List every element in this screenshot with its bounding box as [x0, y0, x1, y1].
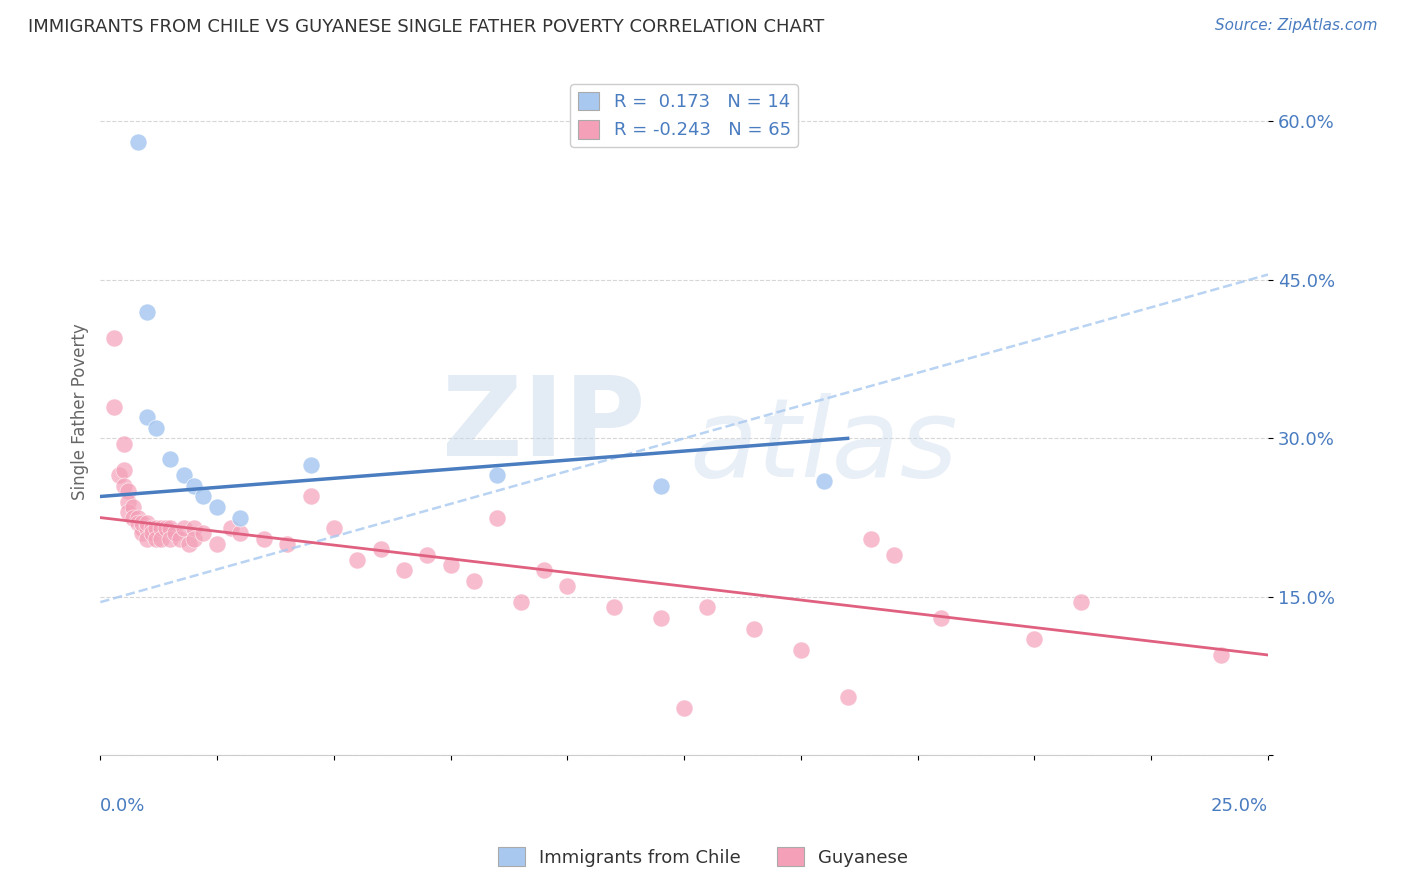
Point — [103, 331, 125, 345]
Point — [650, 611, 672, 625]
Point — [603, 600, 626, 615]
Point — [136, 521, 159, 535]
Legend: Immigrants from Chile, Guyanese: Immigrants from Chile, Guyanese — [491, 840, 915, 874]
Point — [183, 532, 205, 546]
Point — [108, 468, 131, 483]
Point — [1024, 632, 1046, 646]
Point — [229, 526, 252, 541]
Point — [150, 521, 173, 535]
Point — [696, 600, 718, 615]
Point — [1211, 648, 1233, 662]
Point — [141, 526, 163, 541]
Point — [127, 136, 149, 150]
Text: IMMIGRANTS FROM CHILE VS GUYANESE SINGLE FATHER POVERTY CORRELATION CHART: IMMIGRANTS FROM CHILE VS GUYANESE SINGLE… — [28, 18, 824, 36]
Point — [117, 495, 139, 509]
Point — [790, 642, 813, 657]
Point — [650, 479, 672, 493]
Point — [392, 563, 415, 577]
Point — [533, 563, 555, 577]
Text: ZIP: ZIP — [443, 372, 645, 479]
Point — [145, 521, 167, 535]
Point — [322, 521, 344, 535]
Legend: R =  0.173   N = 14, R = -0.243   N = 65: R = 0.173 N = 14, R = -0.243 N = 65 — [571, 85, 799, 146]
Point — [136, 410, 159, 425]
Point — [131, 521, 153, 535]
Point — [112, 463, 135, 477]
Point — [122, 500, 145, 514]
Point — [463, 574, 485, 588]
Point — [813, 474, 835, 488]
Text: 0.0%: 0.0% — [100, 797, 146, 814]
Point — [141, 521, 163, 535]
Point — [673, 700, 696, 714]
Y-axis label: Single Father Poverty: Single Father Poverty — [72, 324, 89, 500]
Point — [122, 510, 145, 524]
Point — [486, 510, 509, 524]
Point — [117, 484, 139, 499]
Point — [859, 532, 882, 546]
Point — [131, 516, 153, 530]
Point — [136, 516, 159, 530]
Point — [219, 521, 242, 535]
Point — [205, 500, 228, 514]
Point — [191, 526, 214, 541]
Point — [299, 458, 322, 472]
Point — [159, 521, 181, 535]
Point — [276, 537, 298, 551]
Point — [159, 452, 181, 467]
Point — [205, 537, 228, 551]
Point — [346, 553, 368, 567]
Point — [742, 622, 765, 636]
Point — [150, 532, 173, 546]
Text: 25.0%: 25.0% — [1211, 797, 1268, 814]
Point — [145, 532, 167, 546]
Point — [929, 611, 952, 625]
Point — [177, 537, 200, 551]
Point — [165, 526, 187, 541]
Point — [229, 510, 252, 524]
Point — [486, 468, 509, 483]
Point — [155, 521, 177, 535]
Point — [370, 542, 392, 557]
Point — [557, 579, 579, 593]
Point — [1070, 595, 1092, 609]
Point — [103, 400, 125, 414]
Point — [169, 532, 191, 546]
Point — [112, 479, 135, 493]
Point — [837, 690, 859, 705]
Point — [159, 532, 181, 546]
Text: atlas: atlas — [690, 392, 959, 500]
Point — [131, 526, 153, 541]
Point — [439, 558, 461, 573]
Point — [191, 490, 214, 504]
Point — [136, 532, 159, 546]
Point — [253, 532, 276, 546]
Point — [183, 479, 205, 493]
Point — [127, 510, 149, 524]
Point — [173, 468, 195, 483]
Text: Source: ZipAtlas.com: Source: ZipAtlas.com — [1215, 18, 1378, 33]
Point — [883, 548, 905, 562]
Point — [136, 304, 159, 318]
Point — [183, 521, 205, 535]
Point — [299, 490, 322, 504]
Point — [112, 436, 135, 450]
Point — [145, 421, 167, 435]
Point — [509, 595, 531, 609]
Point — [117, 505, 139, 519]
Point — [127, 516, 149, 530]
Point — [416, 548, 439, 562]
Point — [173, 521, 195, 535]
